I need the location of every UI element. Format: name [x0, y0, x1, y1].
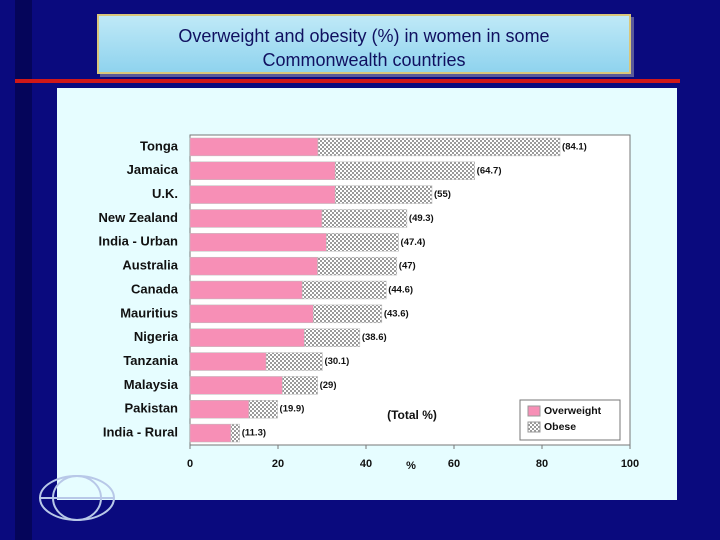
bar-segment: [189, 209, 323, 228]
x-tick-label: 100: [621, 458, 639, 470]
bar-segment: [282, 376, 318, 395]
legend-swatch: [527, 421, 541, 433]
bar-segment: [189, 423, 232, 443]
chart-title: Overweight and obesity (%) in women in s…: [97, 14, 631, 74]
total-label: (38.6): [362, 332, 387, 343]
total-label: (43.6): [384, 308, 409, 319]
total-label: (44.6): [388, 285, 413, 296]
x-tick-label: 20: [272, 458, 284, 470]
bar-segment: [304, 328, 361, 347]
logo: [39, 475, 115, 521]
total-label: (47.4): [401, 237, 426, 248]
bar-segment: [334, 161, 475, 180]
bar-segment: [301, 280, 387, 300]
x-tick-label: 40: [360, 458, 372, 470]
annotation: (Total %): [387, 408, 437, 422]
bar-segment: [189, 400, 250, 419]
legend-label: Obese: [544, 421, 576, 433]
x-tick-label: 80: [536, 458, 548, 470]
side-stripe: [15, 0, 32, 540]
bar-segment: [265, 352, 323, 371]
bar-segment: [321, 209, 408, 228]
x-tick-label: 60: [448, 458, 460, 470]
y-tick-label: India - Rural: [103, 425, 178, 440]
bar-segment: [317, 256, 398, 276]
total-label: (47): [399, 261, 416, 272]
total-label: (11.3): [242, 428, 266, 439]
bar-segment: [189, 352, 267, 371]
bar-segment: [189, 280, 303, 300]
bar-segment: [230, 423, 240, 443]
y-tick-label: India - Urban: [99, 234, 179, 249]
x-axis-label: %: [406, 460, 416, 472]
y-tick-label: Malaysia: [124, 377, 179, 392]
total-label: (19.9): [280, 404, 305, 415]
y-tick-label: Canada: [131, 281, 179, 296]
total-label: (64.7): [477, 165, 502, 176]
y-tick-label: New Zealand: [99, 210, 179, 225]
total-label: (55): [434, 189, 451, 200]
y-tick-label: Pakistan: [125, 401, 179, 416]
y-tick-label: Tonga: [140, 138, 179, 153]
y-tick-label: Jamaica: [127, 162, 179, 177]
legend-label: Overweight: [544, 405, 602, 417]
bar-segment: [326, 233, 399, 252]
y-tick-label: Australia: [122, 258, 178, 273]
x-tick-label: 0: [187, 458, 193, 470]
legend-swatch: [527, 405, 541, 417]
y-tick-label: Nigeria: [134, 329, 179, 344]
bar-segment: [334, 185, 433, 204]
total-label: (49.3): [409, 213, 434, 224]
bar-segment: [189, 185, 336, 204]
bar-segment: [317, 137, 561, 157]
bar-segment: [189, 304, 314, 324]
y-tick-label: Mauritius: [120, 305, 178, 320]
bar-segment: [189, 161, 336, 180]
y-tick-label: U.K.: [152, 186, 178, 201]
bar-segment: [189, 256, 318, 276]
total-label: (84.1): [562, 141, 587, 152]
total-label: (29): [320, 380, 337, 391]
bar-segment: [189, 137, 319, 157]
bar-segment: [189, 233, 327, 252]
rule: [15, 79, 680, 83]
bar-segment: [312, 304, 383, 324]
bar-segment: [248, 400, 278, 419]
bar-segment: [189, 328, 305, 347]
bar-segment: [189, 376, 283, 395]
y-tick-label: Tanzania: [123, 353, 178, 368]
total-label: (30.1): [324, 356, 349, 367]
